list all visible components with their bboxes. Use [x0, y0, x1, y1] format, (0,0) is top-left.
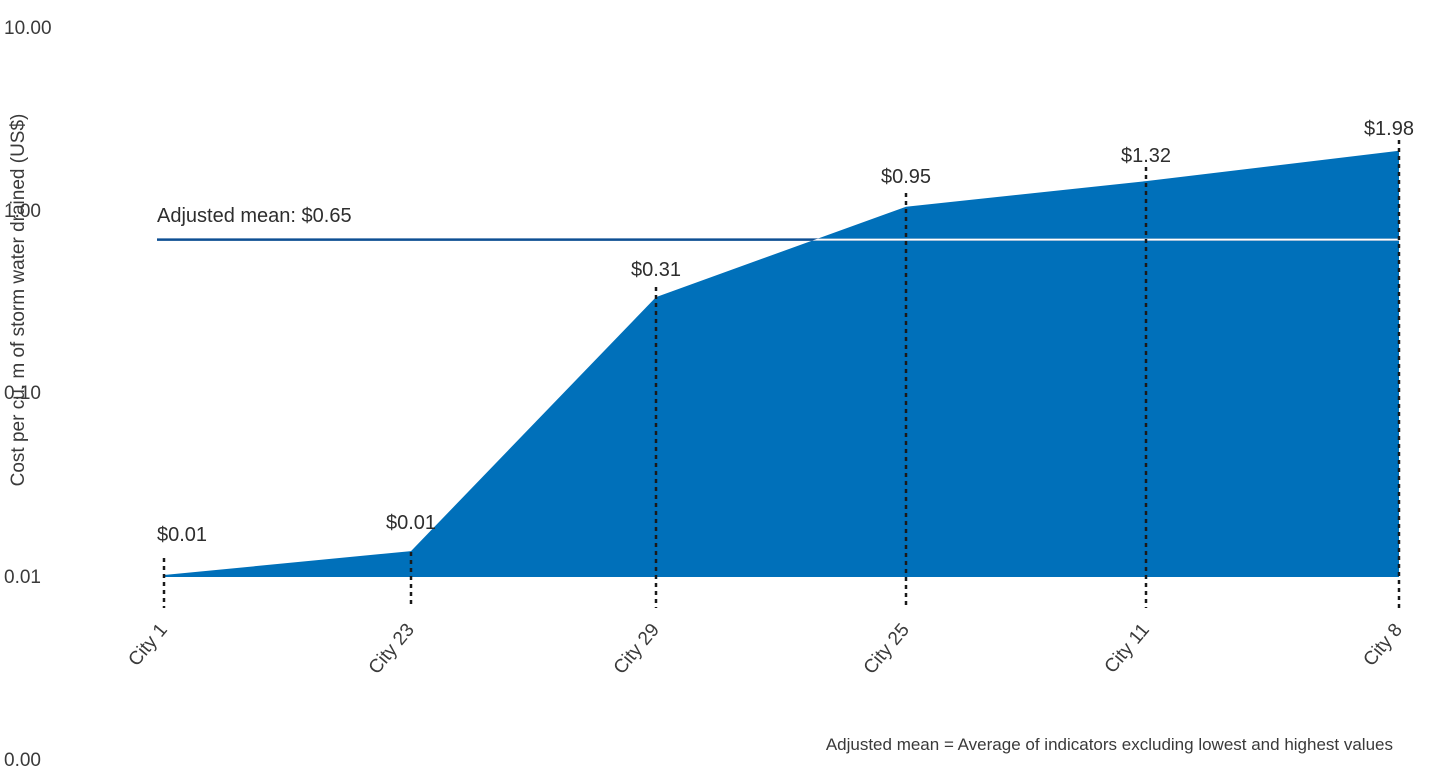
data-value-label: $0.01 — [157, 524, 207, 546]
data-value-label: $0.95 — [881, 166, 931, 188]
cost-area — [164, 150, 1399, 578]
y-axis-title: Cost per cu. m of storm water drained (U… — [8, 114, 29, 487]
category-label: City 25 — [860, 620, 914, 679]
y-tick-label: 0.10 — [4, 383, 41, 404]
y-tick-label: 10.00 — [4, 18, 52, 39]
adjusted-mean-label: Adjusted mean: $0.65 — [157, 205, 352, 227]
category-label: City 11 — [1101, 620, 1154, 678]
category-label: City 1 — [125, 620, 172, 671]
data-value-label: $0.31 — [631, 259, 681, 281]
data-value-label: $1.98 — [1364, 118, 1414, 140]
y-tick-label: 0.00 — [4, 750, 41, 769]
data-value-label: $1.32 — [1121, 145, 1171, 167]
data-value-label: $0.01 — [386, 512, 436, 534]
adjusted-mean-note: Adjusted mean = Average of indicators ex… — [826, 735, 1393, 754]
y-tick-label: 1.00 — [4, 201, 41, 222]
category-label: City 29 — [610, 620, 664, 679]
y-tick-label: 0.01 — [4, 567, 41, 588]
category-label: City 23 — [365, 620, 419, 679]
category-label: City 8 — [1360, 620, 1407, 671]
y-axis-ticks: 10.00 1.00 0.10 0.01 0.00 — [4, 18, 52, 769]
